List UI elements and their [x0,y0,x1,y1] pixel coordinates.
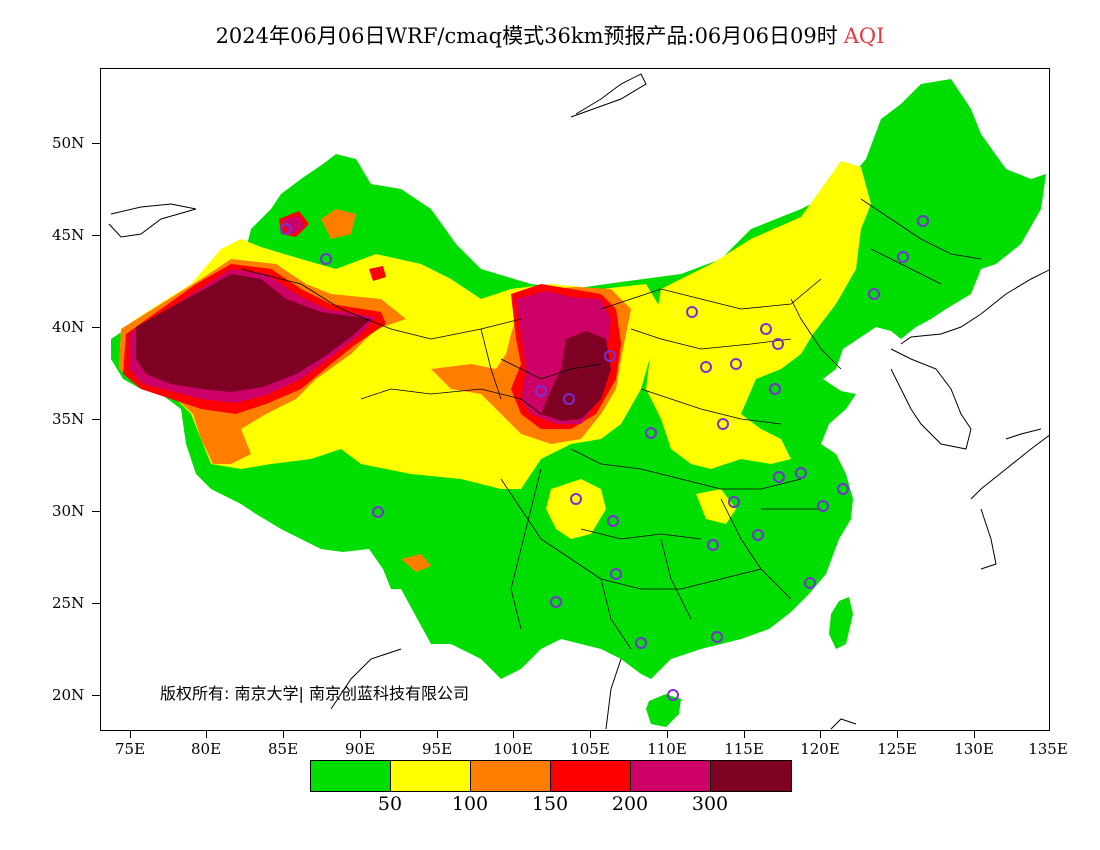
region-moderate-north [646,161,871,469]
lat-tick [92,511,100,512]
lon-label-130e: 130E [954,740,994,758]
lat-tick [92,327,100,328]
lon-tick [974,731,975,738]
copyright-text: 版权所有: 南京大学| 南京创蓝科技有限公司 [160,684,469,703]
region-hazardous-west [136,274,371,392]
lon-label-90e: 90E [344,740,376,758]
lon-label-80e: 80E [190,740,222,758]
lat-tick [92,143,100,144]
lat-tick [92,419,100,420]
lon-tick [437,731,438,738]
region-moderate-east [696,489,736,524]
lat-tick [92,695,100,696]
lon-label-115e: 115E [724,740,764,758]
legend-swatch-moderate [391,761,471,791]
lat-label-45n: 45N [52,226,85,244]
lat-label-50n: 50N [52,134,85,152]
station-markers [280,215,929,701]
lon-tick [667,731,668,738]
lon-label-75e: 75E [114,740,146,758]
lat-label-35n: 35N [52,410,85,428]
lon-label-120e: 120E [800,740,840,758]
lon-tick [590,731,591,738]
coastlines [108,73,1049,730]
province-borders [240,198,982,650]
lon-label-105e: 105E [570,740,610,758]
region-unhealthy-spot-2 [369,266,386,281]
lon-label-125e: 125E [877,740,917,758]
lat-tick [92,603,100,604]
lon-tick [283,731,284,738]
lon-label-135e: 135E [1028,740,1068,758]
legend-swatch-unhealthy [551,761,631,791]
region-hazardous-central [541,331,611,421]
taiwan-island [829,597,853,649]
region-moderate-central [546,479,606,539]
title-variable: AQI [843,24,885,48]
legend-swatch-usg [471,761,551,791]
legend-label-300: 300 [691,793,729,815]
legend-label-100: 100 [451,793,489,815]
region-usg-xizang [401,554,431,572]
legend-swatch-very-unhealthy [631,761,711,791]
aqi-legend [310,760,792,792]
map-frame [100,68,1050,731]
lat-label-25n: 25N [52,594,85,612]
lat-label-40n: 40N [52,318,85,336]
lon-tick [206,731,207,738]
lat-tick [92,235,100,236]
legend-label-200: 200 [611,793,649,815]
lon-tick [360,731,361,738]
lon-label-85e: 85E [267,740,299,758]
legend-swatch-hazardous [711,761,791,791]
title-text: 2024年06月06日WRF/cmaq模式36km预报产品:06月06日09时 [215,24,838,48]
legend-label-50: 50 [377,793,403,815]
legend-label-150: 150 [531,793,569,815]
region-very-unhealthy-spot [284,216,305,234]
lon-label-95e: 95E [421,740,453,758]
lon-tick [744,731,745,738]
hainan-island [646,694,681,727]
lon-tick [130,731,131,738]
legend-swatch-good [311,761,391,791]
lat-label-20n: 20N [52,686,85,704]
lon-label-110e: 110E [647,740,687,758]
aqi-map [108,73,1049,730]
lon-tick [513,731,514,738]
lat-label-30n: 30N [52,502,85,520]
lon-label-100e: 100E [493,740,533,758]
lon-tick [820,731,821,738]
map-title: 2024年06月06日WRF/cmaq模式36km预报产品:06月06日09时 A… [0,20,1100,50]
region-usg-top [321,209,356,239]
lon-tick [897,731,898,738]
